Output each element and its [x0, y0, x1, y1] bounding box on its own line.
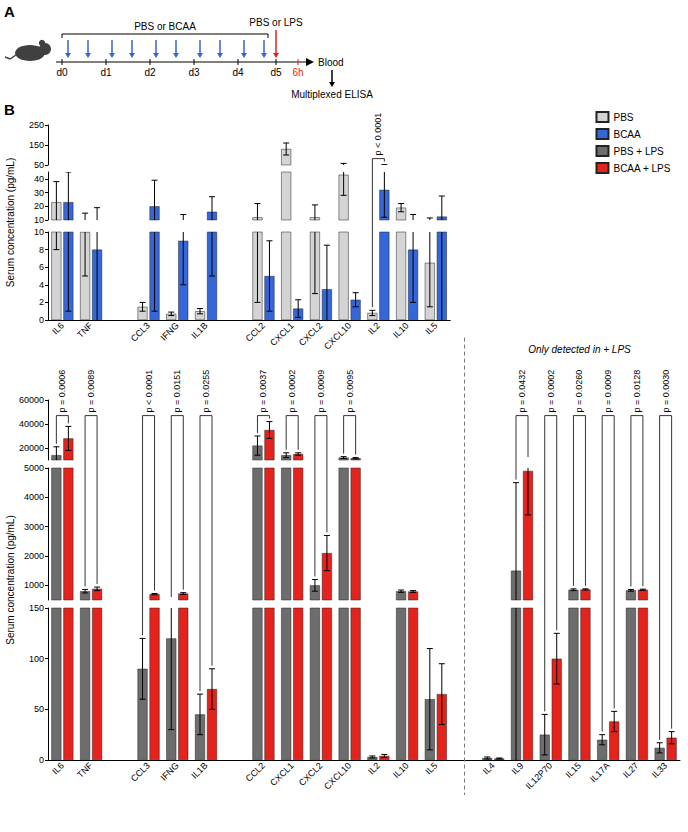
svg-text:BCAA + LPS: BCAA + LPS	[613, 163, 670, 174]
svg-text:40: 40	[34, 174, 44, 184]
svg-text:IL33: IL33	[650, 760, 669, 779]
svg-text:PBS or BCAA: PBS or BCAA	[134, 21, 196, 32]
svg-text:6: 6	[39, 262, 44, 272]
svg-text:p = 0.0432: p = 0.0432	[517, 370, 527, 413]
svg-text:IFNG: IFNG	[159, 760, 181, 782]
svg-text:CXCL1: CXCL1	[268, 760, 296, 788]
svg-text:IFNG: IFNG	[159, 320, 181, 342]
svg-text:2000: 2000	[24, 551, 44, 561]
svg-text:p = 0.0002: p = 0.0002	[546, 370, 556, 413]
svg-text:TNF: TNF	[75, 320, 95, 340]
svg-text:CCL2: CCL2	[244, 760, 267, 783]
svg-text:50: 50	[34, 704, 44, 714]
svg-text:p = 0.0002: p = 0.0002	[287, 370, 297, 413]
svg-text:100: 100	[29, 654, 44, 664]
svg-text:CXCL10: CXCL10	[322, 320, 353, 351]
svg-text:IL5: IL5	[423, 320, 439, 336]
svg-text:Blood: Blood	[318, 57, 344, 68]
svg-text:6h: 6h	[292, 67, 303, 78]
svg-text:10: 10	[34, 227, 44, 237]
svg-text:IL15: IL15	[564, 760, 583, 779]
svg-text:p = 0.0030: p = 0.0030	[661, 370, 671, 413]
svg-text:1000: 1000	[24, 580, 44, 590]
svg-text:CCL3: CCL3	[129, 760, 152, 783]
svg-text:p = 0.0089: p = 0.0089	[86, 370, 96, 413]
svg-text:CXCL2: CXCL2	[297, 320, 325, 348]
svg-text:IL1B: IL1B	[189, 760, 209, 780]
svg-text:40000: 40000	[19, 419, 44, 429]
svg-text:BCAA: BCAA	[613, 129, 641, 140]
svg-text:3000: 3000	[24, 522, 44, 532]
svg-text:p = 0.0128: p = 0.0128	[632, 370, 642, 413]
svg-text:Multiplexed ELISA: Multiplexed ELISA	[291, 89, 373, 100]
svg-text:p = 0.0260: p = 0.0260	[574, 370, 584, 413]
svg-text:p = 0.0095: p = 0.0095	[345, 370, 355, 413]
svg-text:IL5: IL5	[423, 760, 439, 776]
svg-text:CCL2: CCL2	[244, 320, 267, 343]
svg-text:5000: 5000	[24, 463, 44, 473]
svg-text:d2: d2	[144, 67, 156, 78]
svg-text:p = 0.0006: p = 0.0006	[57, 370, 67, 413]
svg-text:Serum concentration (pg/mL): Serum concentration (pg/mL)	[5, 515, 16, 645]
svg-text:IL10: IL10	[391, 320, 410, 339]
svg-text:50: 50	[34, 160, 44, 170]
svg-text:IL10: IL10	[391, 760, 410, 779]
svg-text:IL6: IL6	[50, 760, 66, 776]
svg-text:10: 10	[34, 215, 44, 225]
svg-text:IL17A: IL17A	[588, 760, 612, 784]
svg-text:CXCL2: CXCL2	[297, 760, 325, 788]
svg-text:2: 2	[39, 297, 44, 307]
svg-text:CXCL10: CXCL10	[322, 760, 353, 791]
svg-text:150: 150	[29, 140, 44, 150]
svg-text:IL2: IL2	[366, 760, 382, 776]
svg-text:B: B	[4, 101, 15, 118]
svg-text:IL9: IL9	[510, 760, 526, 776]
svg-text:0: 0	[39, 755, 44, 765]
svg-text:30: 30	[34, 188, 44, 198]
svg-text:p = 0.0255: p = 0.0255	[201, 370, 211, 413]
svg-text:Serum concentration (pg/mL): Serum concentration (pg/mL)	[5, 158, 16, 288]
svg-text:CCL3: CCL3	[129, 320, 152, 343]
svg-text:d1: d1	[100, 67, 112, 78]
svg-text:d4: d4	[232, 67, 244, 78]
svg-text:p < 0.0001: p < 0.0001	[373, 113, 383, 156]
svg-text:p = 0.0009: p = 0.0009	[603, 370, 613, 413]
svg-text:PBS + LPS: PBS + LPS	[613, 146, 664, 157]
svg-text:150: 150	[29, 603, 44, 613]
svg-text:d0: d0	[56, 67, 68, 78]
svg-text:Only detected in + LPS: Only detected in + LPS	[528, 344, 631, 355]
svg-text:IL12P70: IL12P70	[524, 760, 555, 791]
svg-text:IL4: IL4	[481, 760, 497, 776]
svg-text:PBS or LPS: PBS or LPS	[249, 17, 303, 28]
svg-text:PBS: PBS	[613, 112, 633, 123]
svg-text:p = 0.0151: p = 0.0151	[172, 370, 182, 413]
svg-text:d3: d3	[188, 67, 200, 78]
svg-text:4: 4	[39, 280, 44, 290]
svg-text:IL1B: IL1B	[189, 320, 209, 340]
svg-text:IL6: IL6	[50, 320, 66, 336]
svg-text:IL27: IL27	[621, 760, 640, 779]
svg-text:d5: d5	[270, 67, 282, 78]
svg-text:4000: 4000	[24, 492, 44, 502]
svg-text:20: 20	[34, 201, 44, 211]
svg-text:IL2: IL2	[366, 320, 382, 336]
svg-text:60000: 60000	[19, 395, 44, 405]
svg-text:TNF: TNF	[75, 760, 95, 780]
svg-text:p < 0.0001: p < 0.0001	[144, 370, 154, 413]
svg-text:20000: 20000	[19, 443, 44, 453]
svg-text:p = 0.0009: p = 0.0009	[316, 370, 326, 413]
svg-text:p = 0.0037: p = 0.0037	[258, 370, 268, 413]
svg-text:CXCL1: CXCL1	[268, 320, 296, 348]
svg-text:0: 0	[39, 315, 44, 325]
svg-text:A: A	[4, 3, 15, 20]
svg-text:250: 250	[29, 120, 44, 130]
svg-text:8: 8	[39, 245, 44, 255]
